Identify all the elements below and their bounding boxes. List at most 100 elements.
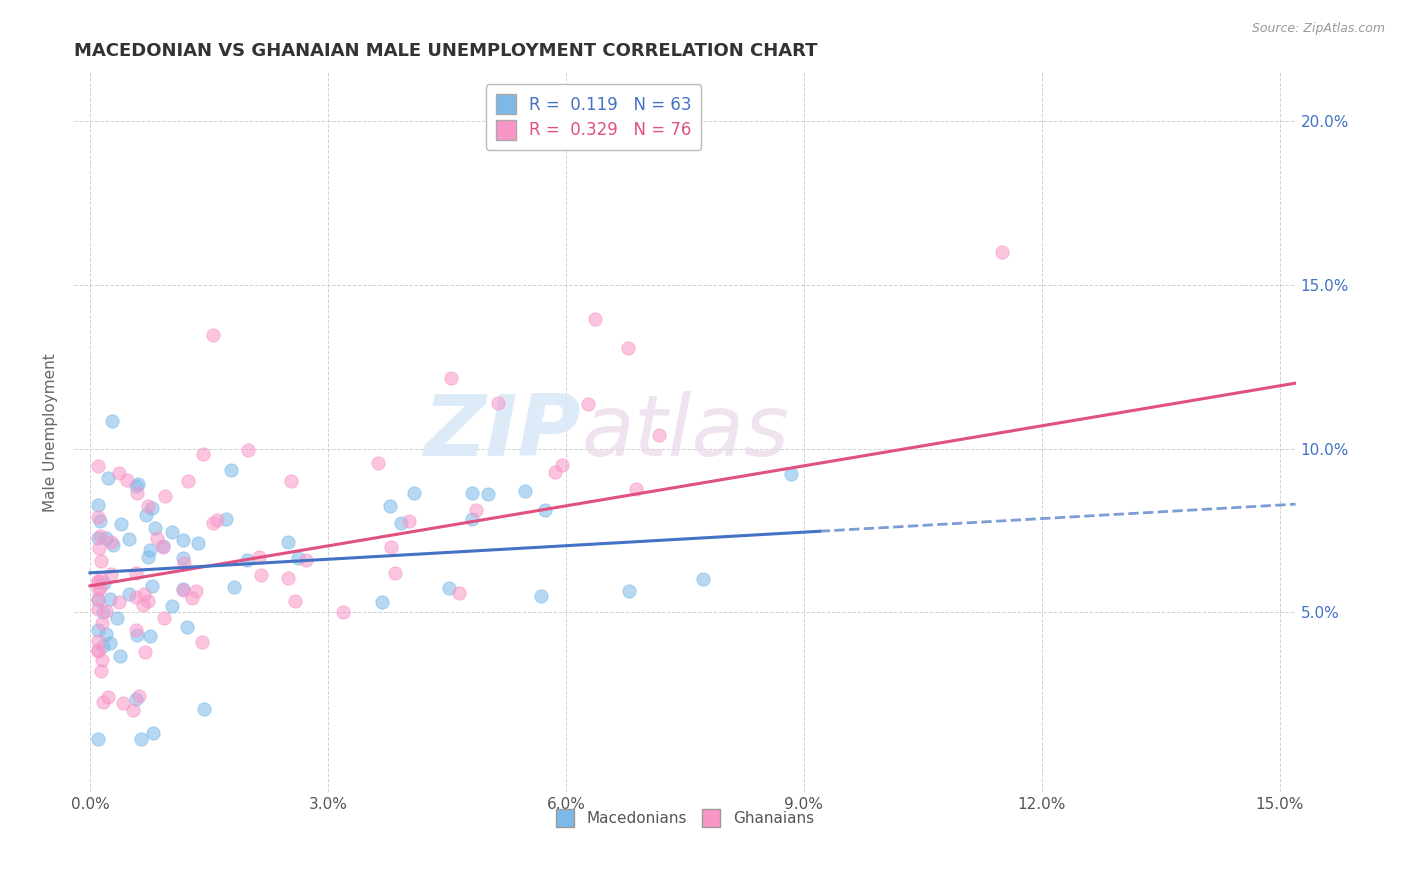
Point <box>87 575 110 590</box>
Point <box>129 732 152 747</box>
Point <box>477 487 499 501</box>
Point <box>534 503 557 517</box>
Point <box>125 478 148 492</box>
Point <box>186 536 208 550</box>
Legend: Macedonians, Ghanaians: Macedonians, Ghanaians <box>548 802 821 835</box>
Point <box>97 471 120 485</box>
Point <box>87 574 110 588</box>
Point <box>87 458 110 473</box>
Point <box>94 604 117 618</box>
Point <box>155 490 177 504</box>
Point <box>515 483 537 498</box>
Point <box>380 499 402 513</box>
Point <box>100 534 122 549</box>
Point <box>465 502 488 516</box>
Point <box>136 594 159 608</box>
Point <box>136 550 159 565</box>
Point <box>530 590 553 604</box>
Point <box>287 550 309 565</box>
Point <box>191 634 214 648</box>
Text: ZIP: ZIP <box>423 391 581 474</box>
Point <box>132 599 155 613</box>
Point <box>108 649 131 664</box>
Point <box>172 582 194 597</box>
Point <box>284 594 307 608</box>
Point <box>87 732 110 747</box>
Point <box>222 580 245 594</box>
Point <box>173 557 195 571</box>
Point <box>648 428 671 442</box>
Point <box>87 498 110 512</box>
Point <box>201 516 224 530</box>
Point <box>110 516 132 531</box>
Point <box>125 590 148 604</box>
Point <box>160 524 183 539</box>
Point <box>152 611 174 625</box>
Point <box>461 486 484 500</box>
Point <box>87 510 110 524</box>
Point <box>128 690 150 704</box>
Point <box>402 486 425 500</box>
Point <box>87 643 110 657</box>
Point <box>152 539 174 553</box>
Point <box>543 465 565 479</box>
Point <box>172 533 194 547</box>
Point <box>87 593 110 607</box>
Point <box>141 579 163 593</box>
Point <box>461 512 484 526</box>
Point <box>617 583 640 598</box>
Point <box>90 570 112 584</box>
Point <box>97 690 120 704</box>
Point <box>87 541 110 555</box>
Point <box>87 634 110 648</box>
Point <box>89 581 111 595</box>
Point <box>280 475 302 489</box>
Point <box>122 703 145 717</box>
Point <box>389 516 412 531</box>
Point <box>93 576 115 591</box>
Point <box>89 515 111 529</box>
Point <box>184 583 207 598</box>
Point <box>277 535 299 549</box>
Point <box>176 620 198 634</box>
Point <box>250 568 273 582</box>
Point <box>172 550 194 565</box>
Point <box>201 328 224 343</box>
Point <box>98 591 121 606</box>
Point <box>134 645 156 659</box>
Point <box>87 644 110 658</box>
Point <box>617 341 640 355</box>
Point <box>90 664 112 678</box>
Point <box>181 591 204 605</box>
Point <box>191 447 214 461</box>
Point <box>145 521 167 535</box>
Point <box>172 583 194 598</box>
Point <box>780 467 803 481</box>
Point <box>108 595 131 609</box>
Point <box>98 635 121 649</box>
Point <box>146 532 169 546</box>
Point <box>90 554 112 568</box>
Point <box>380 540 402 554</box>
Point <box>486 396 509 410</box>
Point <box>439 581 461 595</box>
Y-axis label: Male Unemployment: Male Unemployment <box>44 353 58 512</box>
Point <box>138 499 160 513</box>
Point <box>219 462 242 476</box>
Point <box>105 611 128 625</box>
Point <box>91 639 114 653</box>
Point <box>384 566 406 580</box>
Point <box>152 540 174 554</box>
Text: MACEDONIAN VS GHANAIAN MALE UNEMPLOYMENT CORRELATION CHART: MACEDONIAN VS GHANAIAN MALE UNEMPLOYMENT… <box>75 42 818 60</box>
Point <box>118 532 141 546</box>
Point <box>91 615 114 630</box>
Point <box>236 552 259 566</box>
Text: Source: ZipAtlas.com: Source: ZipAtlas.com <box>1251 22 1385 36</box>
Point <box>991 245 1014 260</box>
Point <box>117 474 139 488</box>
Point <box>624 483 647 497</box>
Point <box>215 511 238 525</box>
Point <box>91 695 114 709</box>
Point <box>87 531 110 545</box>
Point <box>449 586 471 600</box>
